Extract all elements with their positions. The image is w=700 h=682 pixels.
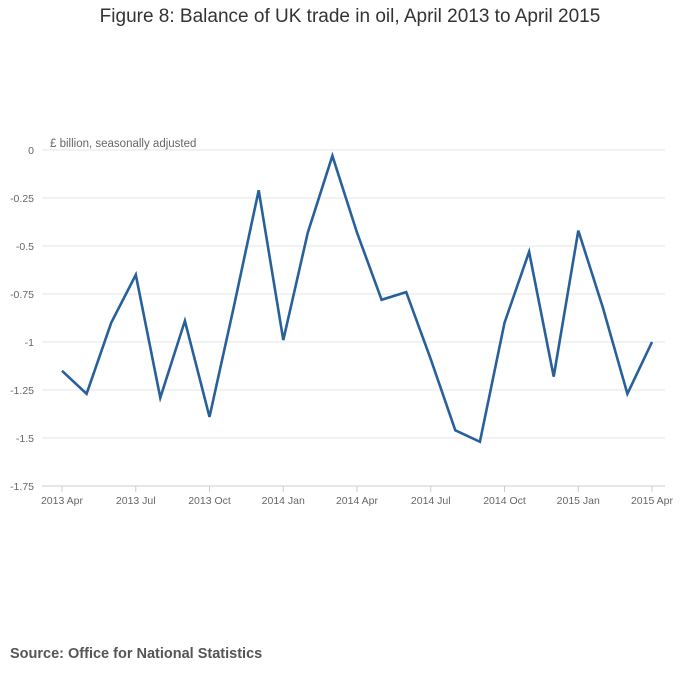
x-tick-label: 2014 Oct <box>483 495 526 507</box>
x-axis: 2013 Apr 2013 Jul 2013 Oct 2014 Jan 2014 Apr… <box>41 486 674 507</box>
series-lines <box>61 151 654 444</box>
gridlines <box>42 149 665 487</box>
x-tick-label: 2013 Oct <box>188 495 231 507</box>
y-tick-label: -1.5 <box>16 433 34 445</box>
series-line <box>61 151 654 444</box>
x-tick-label: 2014 Jan <box>262 495 305 507</box>
y-tick-label: -1.25 <box>10 385 34 397</box>
x-tick-label: 2014 Jul <box>411 495 451 507</box>
y-tick-label: -0.75 <box>10 289 34 301</box>
y-tick-label: -1 <box>25 337 34 349</box>
x-tick-label: 2015 Apr <box>631 495 674 507</box>
source-note: Source: Office for National Statistics <box>10 646 263 662</box>
y-tick-label: 0 <box>28 145 34 157</box>
y-tick-label: -1.75 <box>10 481 34 493</box>
x-tick-label: 2014 Apr <box>336 495 379 507</box>
x-tick-label: 2013 Apr <box>41 495 84 507</box>
y-tick-label: -0.25 <box>10 193 34 205</box>
chart-title: Figure 8: Balance of UK trade in oil, Ap… <box>99 6 601 27</box>
y-axis-label: £ billion, seasonally adjusted <box>50 138 196 150</box>
y-tick-label: -0.5 <box>16 241 34 253</box>
x-tick-label: 2013 Jul <box>116 495 156 507</box>
y-axis: 0 -0.25 -0.5 -0.75 -1 -1.25 -1.5 -1.75 <box>10 145 34 493</box>
x-tick-label: 2015 Jan <box>557 495 600 507</box>
